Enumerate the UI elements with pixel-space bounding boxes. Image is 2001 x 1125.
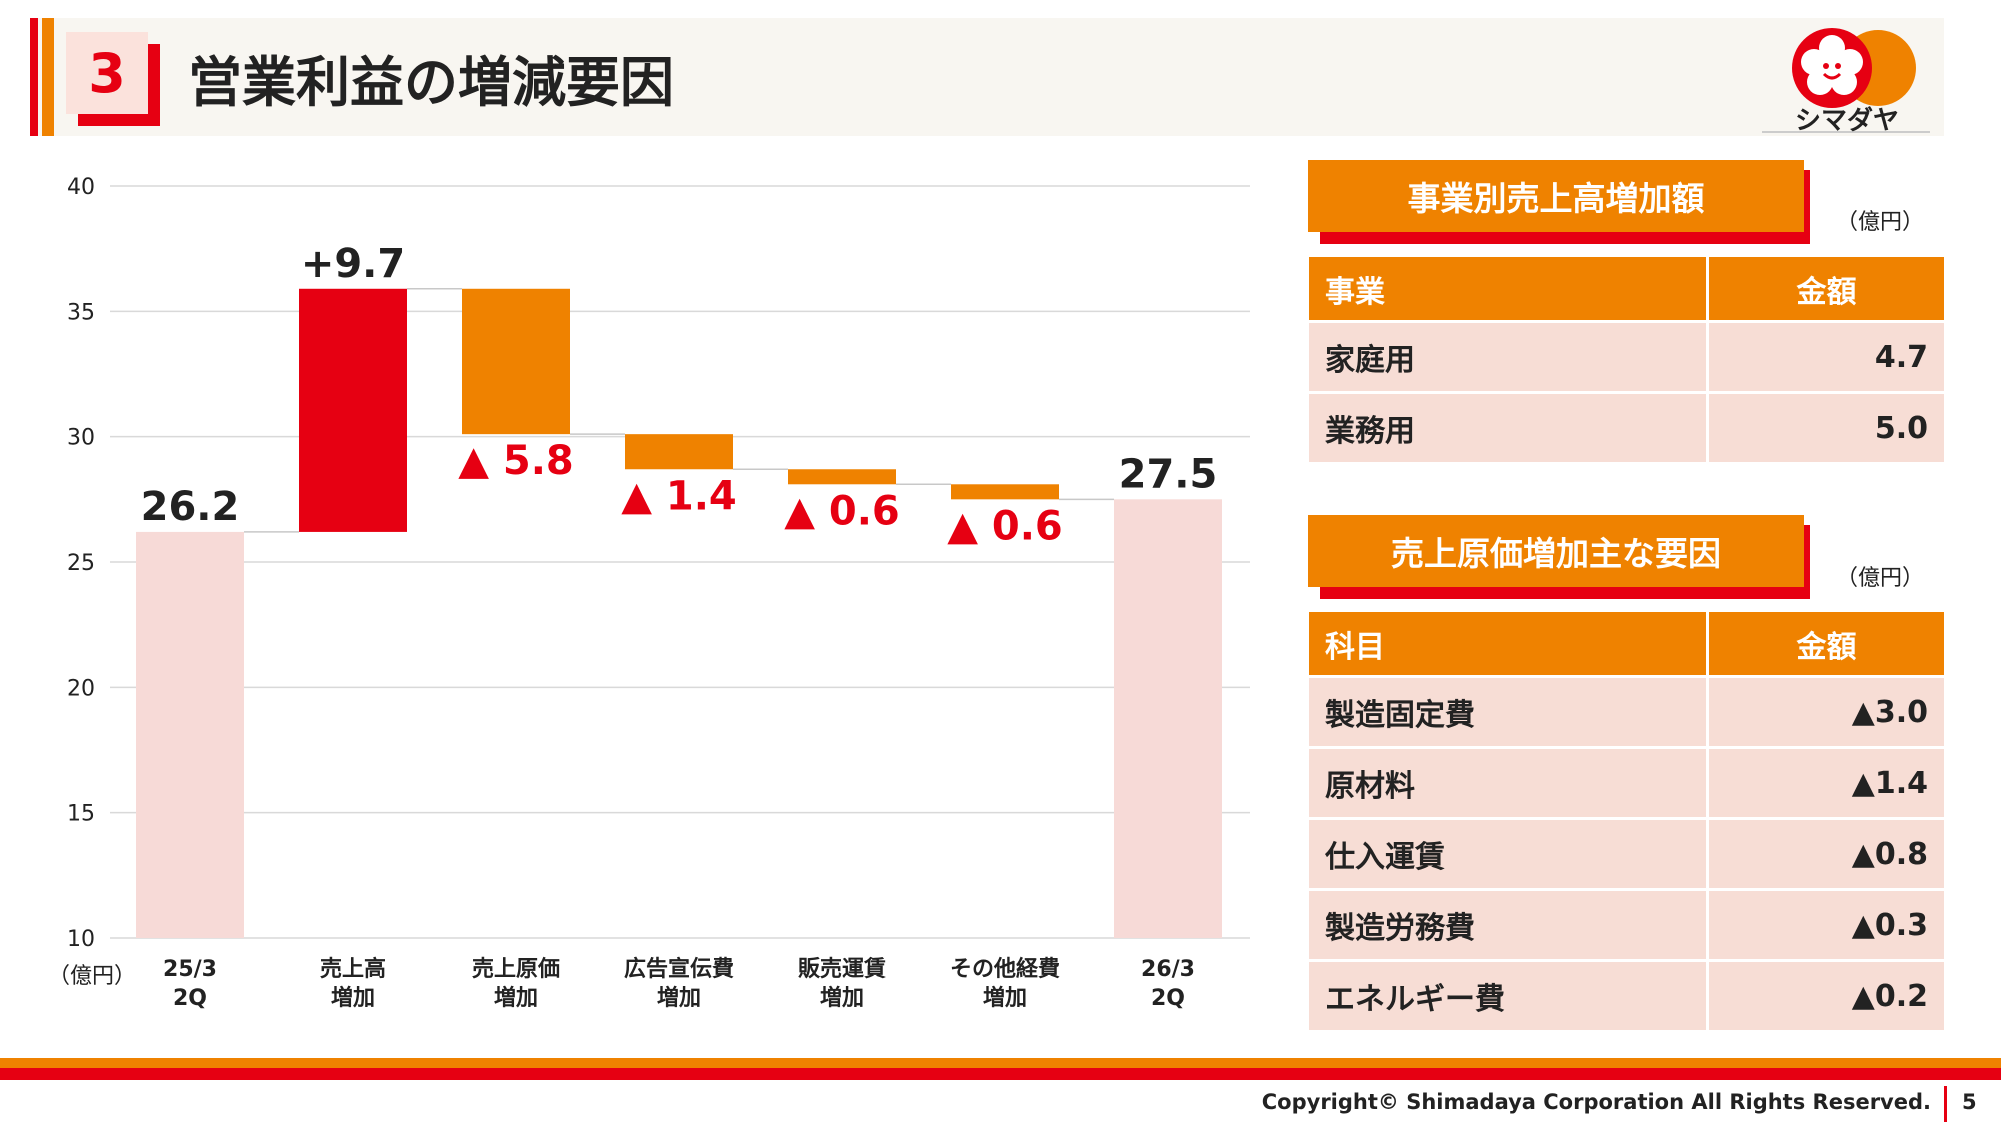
x-category-label: 増加 — [657, 985, 701, 1011]
cost-panel-unit: （億円） — [1836, 566, 1925, 591]
waterfall-bar — [1114, 499, 1222, 938]
table-header-row: 科目 金額 — [1306, 609, 1947, 678]
y-tick-label: 30 — [67, 426, 95, 451]
data-label: +9.7 — [301, 241, 405, 287]
table-row: 製造労務費 ▲0.3 — [1306, 888, 1947, 962]
data-label: 27.5 — [1119, 451, 1218, 497]
page-title: 営業利益の増減要因 — [188, 51, 674, 114]
data-label: ▲ 1.4 — [621, 473, 737, 519]
x-category-label: 2Q — [1151, 986, 1185, 1011]
table-row: 原材料 ▲1.4 — [1306, 746, 1947, 820]
data-label: ▲ 0.6 — [947, 503, 1063, 549]
section-number: 3 — [66, 32, 148, 114]
x-category-label: 26/3 — [1141, 957, 1195, 982]
x-category-label: 増加 — [820, 985, 864, 1011]
table-cell: 仕入運賃 — [1306, 817, 1709, 891]
table-row: エネルギー費 ▲0.2 — [1306, 959, 1947, 1033]
table-cell: 原材料 — [1306, 746, 1709, 820]
header-band — [38, 18, 1944, 136]
x-category-label: 増加 — [983, 985, 1027, 1011]
table-cell: エネルギー費 — [1306, 959, 1709, 1033]
sales-panel-title: 事業別売上高増加額 — [1308, 160, 1804, 232]
x-category-label: 売上高 — [320, 956, 386, 982]
footer-band-orange — [0, 1058, 2001, 1068]
table-header-cell: 金額 — [1706, 609, 1947, 678]
x-category-label: 広告宣伝費 — [624, 956, 734, 982]
waterfall-bar — [299, 288, 407, 532]
table-cell: 製造固定費 — [1306, 675, 1709, 749]
x-category-label: 25/3 — [163, 957, 217, 982]
sales-panel-unit: （億円） — [1836, 210, 1925, 235]
footer-separator — [1944, 1086, 1947, 1122]
waterfall-bar — [788, 469, 896, 485]
brand-logo-icon — [1762, 28, 1930, 133]
table-header-cell: 金額 — [1706, 254, 1947, 323]
table-cell: ▲0.2 — [1706, 959, 1947, 1033]
header-accent-orange — [42, 18, 54, 136]
header-accent-red — [30, 18, 38, 136]
waterfall-bar — [625, 434, 733, 470]
table-cell: 5.0 — [1706, 391, 1947, 465]
table-row: 業務用 5.0 — [1306, 391, 1947, 465]
y-tick-label: 35 — [67, 300, 95, 325]
x-category-label: 増加 — [494, 985, 538, 1011]
table-cell: ▲1.4 — [1706, 746, 1947, 820]
table-row: 製造固定費 ▲3.0 — [1306, 675, 1947, 749]
waterfall-bar — [462, 288, 570, 435]
y-tick-label: 40 — [67, 175, 95, 200]
brand-logo-text: シマダヤ — [1794, 106, 1899, 136]
y-tick-label: 20 — [67, 676, 95, 701]
y-tick-label: 15 — [67, 802, 95, 827]
copyright-text: Copyright© Shimadaya Corporation All Rig… — [1261, 1090, 1931, 1114]
x-category-label: 販売運賃 — [798, 956, 886, 982]
table-cell: 家庭用 — [1306, 320, 1709, 394]
table-cell: ▲3.0 — [1706, 675, 1947, 749]
data-label: ▲ 0.6 — [784, 488, 900, 534]
data-label: 26.2 — [141, 484, 240, 530]
table-cell: 製造労務費 — [1306, 888, 1709, 962]
table-header-row: 事業 金額 — [1306, 254, 1947, 323]
table-header-cell: 事業 — [1306, 254, 1709, 323]
x-category-label: 2Q — [173, 986, 207, 1011]
table-cell: 業務用 — [1306, 391, 1709, 465]
waterfall-chart: 10 15 20 25 30 35 40 26.2 25/3 2Q +9.7 売上高増加 ▲ 5.8 売… — [48, 175, 1250, 1011]
sales-table: 事業 金額 家庭用 4.7 業務用 5.0 — [1306, 254, 1947, 465]
cost-table: 科目 金額 製造固定費 ▲3.0 原材料 ▲1.4 仕入運賃 ▲0.8 製造労務… — [1306, 609, 1947, 1033]
table-cell: ▲0.3 — [1706, 888, 1947, 962]
table-header-cell: 科目 — [1306, 609, 1709, 678]
waterfall-bar — [136, 531, 244, 938]
y-axis-unit-label: （億円） — [48, 964, 136, 989]
waterfall-bar — [951, 484, 1059, 500]
page-number: 5 — [1962, 1090, 1977, 1114]
footer-band-red — [0, 1068, 2001, 1080]
table-cell: 4.7 — [1706, 320, 1947, 394]
y-tick-label: 10 — [67, 927, 95, 952]
table-row: 家庭用 4.7 — [1306, 320, 1947, 394]
y-tick-label: 25 — [67, 551, 95, 576]
cost-panel-title: 売上原価増加主な要因 — [1308, 515, 1804, 587]
table-row: 仕入運賃 ▲0.8 — [1306, 817, 1947, 891]
table-cell: ▲0.8 — [1706, 817, 1947, 891]
data-label: ▲ 5.8 — [458, 438, 574, 484]
x-category-label: 売上原価 — [472, 956, 560, 982]
x-category-label: その他経費 — [950, 956, 1060, 982]
x-category-label: 増加 — [331, 985, 375, 1011]
